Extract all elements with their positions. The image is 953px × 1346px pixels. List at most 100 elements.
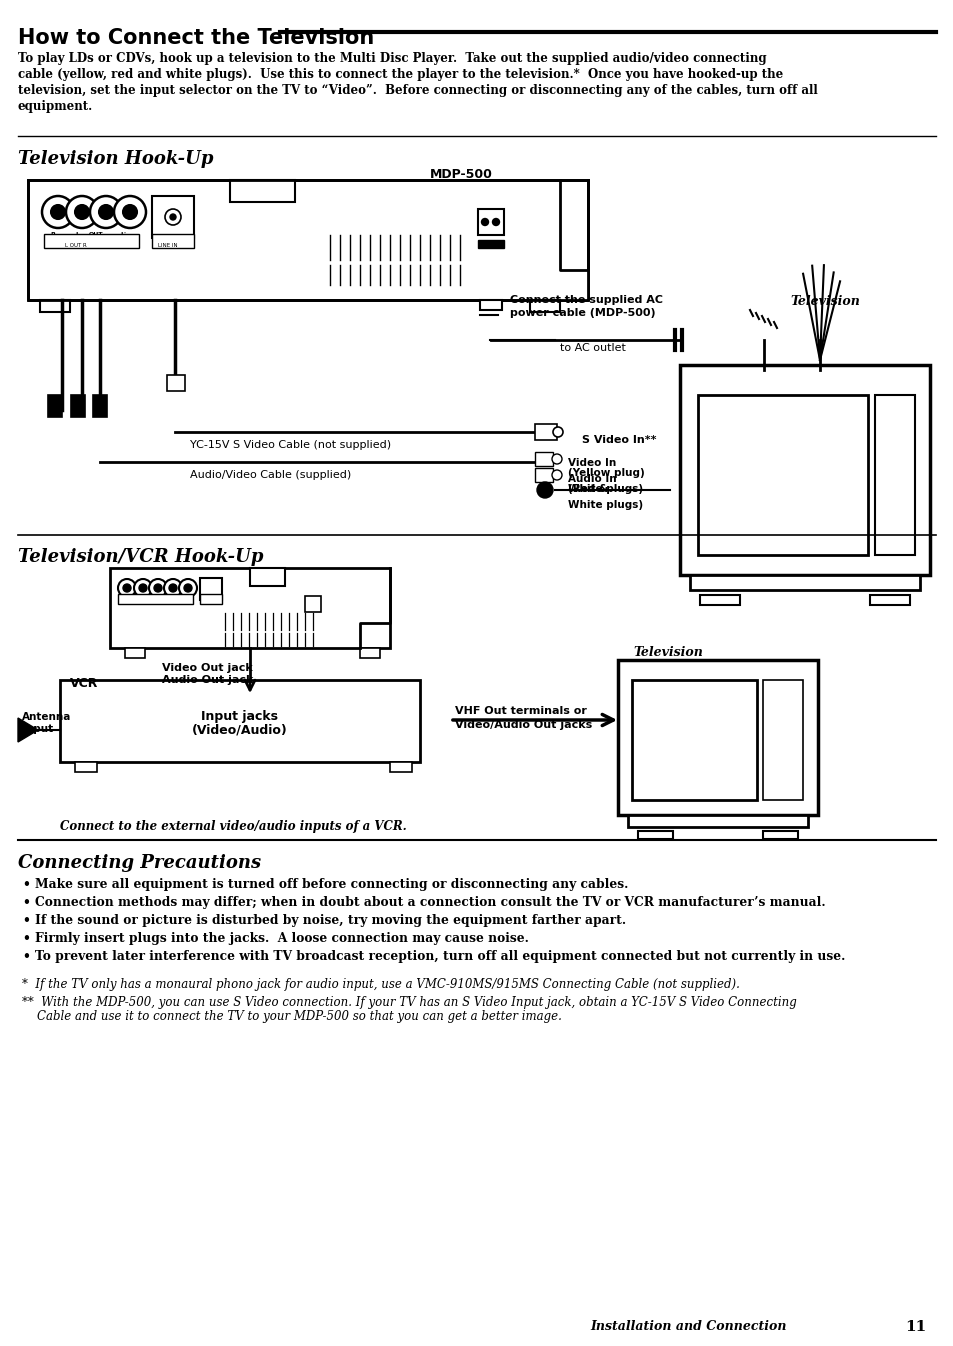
Bar: [200, 577, 222, 600]
Circle shape: [164, 579, 182, 598]
Bar: [535, 452, 553, 466]
Text: OUT: OUT: [89, 232, 103, 237]
Circle shape: [552, 470, 561, 481]
Bar: [631, 680, 757, 800]
Text: VCR: VCR: [70, 677, 98, 690]
Text: Video Out jack: Video Out jack: [162, 664, 253, 673]
Text: How to Connect the Television: How to Connect the Television: [18, 28, 374, 48]
Text: L: L: [75, 232, 79, 237]
Text: Television Hook-Up: Television Hook-Up: [18, 149, 213, 168]
Circle shape: [492, 218, 499, 226]
Bar: [762, 830, 797, 839]
Text: cable (yellow, red and white plugs).  Use this to connect the player to the tele: cable (yellow, red and white plugs). Use…: [18, 69, 782, 81]
Bar: [535, 468, 553, 482]
Bar: [92, 394, 107, 417]
Text: White plugs): White plugs): [567, 485, 642, 494]
Bar: [200, 594, 222, 604]
Text: To play LDs or CDVs, hook up a television to the Multi Disc Player.  Take out th: To play LDs or CDVs, hook up a televisio…: [18, 52, 766, 65]
Bar: [118, 594, 193, 604]
Circle shape: [113, 197, 146, 227]
Bar: [530, 300, 559, 312]
Circle shape: [165, 209, 181, 225]
Text: AUDIO: AUDIO: [44, 240, 62, 244]
Text: MDP-500: MDP-500: [430, 168, 493, 180]
Text: LIN OUT: LIN OUT: [88, 240, 110, 244]
Bar: [152, 234, 193, 248]
Text: Input jacks: Input jacks: [201, 709, 278, 723]
Text: L OUT R: L OUT R: [65, 244, 87, 248]
Text: VHF Out terminals or: VHF Out terminals or: [455, 707, 586, 716]
Bar: [535, 424, 557, 440]
Bar: [125, 647, 145, 658]
Circle shape: [75, 205, 89, 219]
Text: Firmly insert plugs into the jacks.  A loose connection may cause noise.: Firmly insert plugs into the jacks. A lo…: [35, 931, 528, 945]
Circle shape: [149, 579, 167, 598]
Text: Connect to the external video/audio inputs of a VCR.: Connect to the external video/audio inpu…: [60, 820, 406, 833]
Bar: [689, 575, 919, 590]
Text: •: •: [22, 896, 30, 909]
Bar: [638, 830, 672, 839]
Circle shape: [51, 205, 65, 219]
Text: Audio In: Audio In: [567, 474, 616, 485]
Text: To prevent later interference with TV broadcast reception, turn off all equipmen: To prevent later interference with TV br…: [35, 950, 844, 962]
Circle shape: [118, 579, 136, 598]
Circle shape: [170, 214, 175, 219]
Bar: [167, 376, 185, 390]
Bar: [250, 568, 285, 586]
Text: R: R: [51, 232, 55, 237]
Text: television, set the input selector on the TV to “Video”.  Before connecting or d: television, set the input selector on th…: [18, 83, 817, 97]
Text: Video/Audio Out jacks: Video/Audio Out jacks: [455, 720, 592, 730]
Circle shape: [99, 205, 112, 219]
Text: equipment.: equipment.: [18, 100, 93, 113]
Bar: [869, 595, 909, 604]
Bar: [152, 197, 193, 238]
Circle shape: [90, 197, 122, 227]
Text: (Red &: (Red &: [567, 485, 607, 494]
Text: Connection methods may differ; when in doubt about a connection consult the TV o: Connection methods may differ; when in d…: [35, 896, 824, 909]
Circle shape: [42, 197, 74, 227]
Text: LINE IN: LINE IN: [158, 244, 177, 248]
Text: S Video In**: S Video In**: [581, 435, 656, 446]
Text: If the sound or picture is disturbed by noise, try moving the equipment farther : If the sound or picture is disturbed by …: [35, 914, 625, 927]
Bar: [44, 234, 139, 248]
Text: to AC outlet: to AC outlet: [559, 343, 625, 353]
Text: Audio Out jack: Audio Out jack: [162, 674, 253, 685]
Circle shape: [66, 197, 98, 227]
Bar: [874, 394, 914, 555]
Bar: [762, 680, 802, 800]
Bar: [71, 394, 85, 417]
Text: Television/VCR Hook-Up: Television/VCR Hook-Up: [18, 548, 263, 567]
Bar: [698, 394, 867, 555]
Circle shape: [153, 584, 162, 592]
Text: Audio/Video Cable (supplied): Audio/Video Cable (supplied): [190, 470, 351, 481]
Text: Television: Television: [633, 646, 702, 660]
Bar: [305, 596, 320, 612]
Circle shape: [179, 579, 196, 598]
Circle shape: [553, 427, 562, 437]
Bar: [230, 180, 294, 202]
Bar: [110, 568, 390, 647]
Text: Connecting Precautions: Connecting Precautions: [18, 853, 261, 872]
Bar: [559, 210, 587, 300]
Text: Installation and Connection: Installation and Connection: [589, 1320, 785, 1333]
Text: Make sure all equipment is turned off before connecting or disconnecting any cab: Make sure all equipment is turned off be…: [35, 878, 628, 891]
Circle shape: [184, 584, 192, 592]
Bar: [679, 365, 929, 575]
Circle shape: [169, 584, 177, 592]
Circle shape: [123, 584, 131, 592]
Bar: [48, 394, 62, 417]
Text: (Video/Audio): (Video/Audio): [192, 724, 288, 738]
Circle shape: [537, 482, 553, 498]
Circle shape: [123, 205, 137, 219]
Bar: [627, 814, 807, 826]
Text: •: •: [22, 878, 30, 891]
Text: Video In: Video In: [567, 458, 616, 468]
Bar: [618, 660, 817, 814]
Text: Input: Input: [22, 724, 53, 734]
Text: •: •: [22, 914, 30, 927]
Text: Television: Television: [789, 295, 859, 308]
Text: •: •: [22, 931, 30, 945]
Bar: [700, 595, 740, 604]
Text: White plugs): White plugs): [567, 499, 642, 510]
Text: 11: 11: [904, 1320, 925, 1334]
